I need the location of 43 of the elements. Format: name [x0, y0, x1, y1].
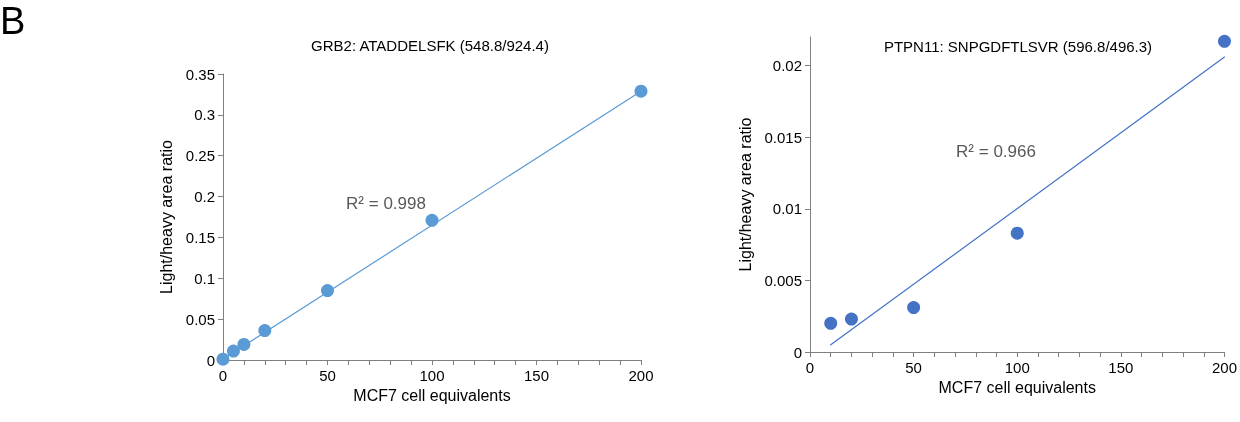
point: [907, 301, 921, 315]
y-tick-label: 0.25: [185, 147, 215, 165]
point: [1218, 34, 1231, 48]
y-tick-label: 0.02: [772, 57, 802, 75]
x-tick-label: 0: [218, 367, 228, 384]
x-tick-label: 100: [1004, 359, 1030, 376]
y-tick-label: 0.35: [185, 65, 215, 83]
x-tick-label: 200: [628, 367, 654, 384]
x-tick-label: 50: [319, 367, 336, 384]
y-axis-title: Light/heavy area ratio: [737, 117, 755, 272]
point: [237, 337, 251, 351]
point: [216, 352, 230, 366]
point: [634, 84, 648, 98]
y-tick-label: 0.15: [185, 228, 215, 246]
annotation: R² = 0.998: [346, 193, 426, 213]
y-tick-label: 0.01: [772, 200, 802, 218]
point: [258, 324, 272, 338]
x-axis-title: MCF7 cell equivalents: [938, 379, 1096, 397]
x-tick-label: 200: [1211, 359, 1237, 376]
x-tick-label: 50: [905, 359, 922, 376]
x-tick-label: 0: [805, 359, 815, 376]
point: [321, 284, 334, 298]
x-tick-label: 150: [1108, 359, 1134, 376]
y-tick-label: 0.1: [194, 269, 215, 287]
y-tick-label: 0.015: [764, 128, 802, 146]
y-tick-label: 0.05: [185, 310, 215, 328]
point: [844, 312, 858, 326]
x-tick-label: 100: [419, 367, 445, 384]
y-tick-label: 0.2: [194, 188, 215, 206]
point: [824, 316, 838, 330]
chart-title: PTPN11: SNPGDFTLSVR (596.8/496.3): [883, 38, 1153, 55]
text: B: [0, 0, 26, 42]
x-tick-label: 150: [523, 367, 550, 384]
chart-title: GRB2: ATADDELSFK (548.8/924.4): [311, 37, 549, 54]
y-tick-label: 0.005: [764, 271, 802, 289]
point: [1010, 226, 1024, 240]
y-tick-label: 0: [793, 343, 802, 361]
y-axis-title: Light/heavy area ratio: [158, 139, 176, 294]
y-tick-label: 0.3: [194, 106, 215, 124]
x-axis-title: MCF7 cell equivalents: [353, 387, 511, 405]
annotation: R² = 0.966: [956, 141, 1036, 161]
point: [226, 344, 240, 358]
point: [425, 213, 439, 227]
